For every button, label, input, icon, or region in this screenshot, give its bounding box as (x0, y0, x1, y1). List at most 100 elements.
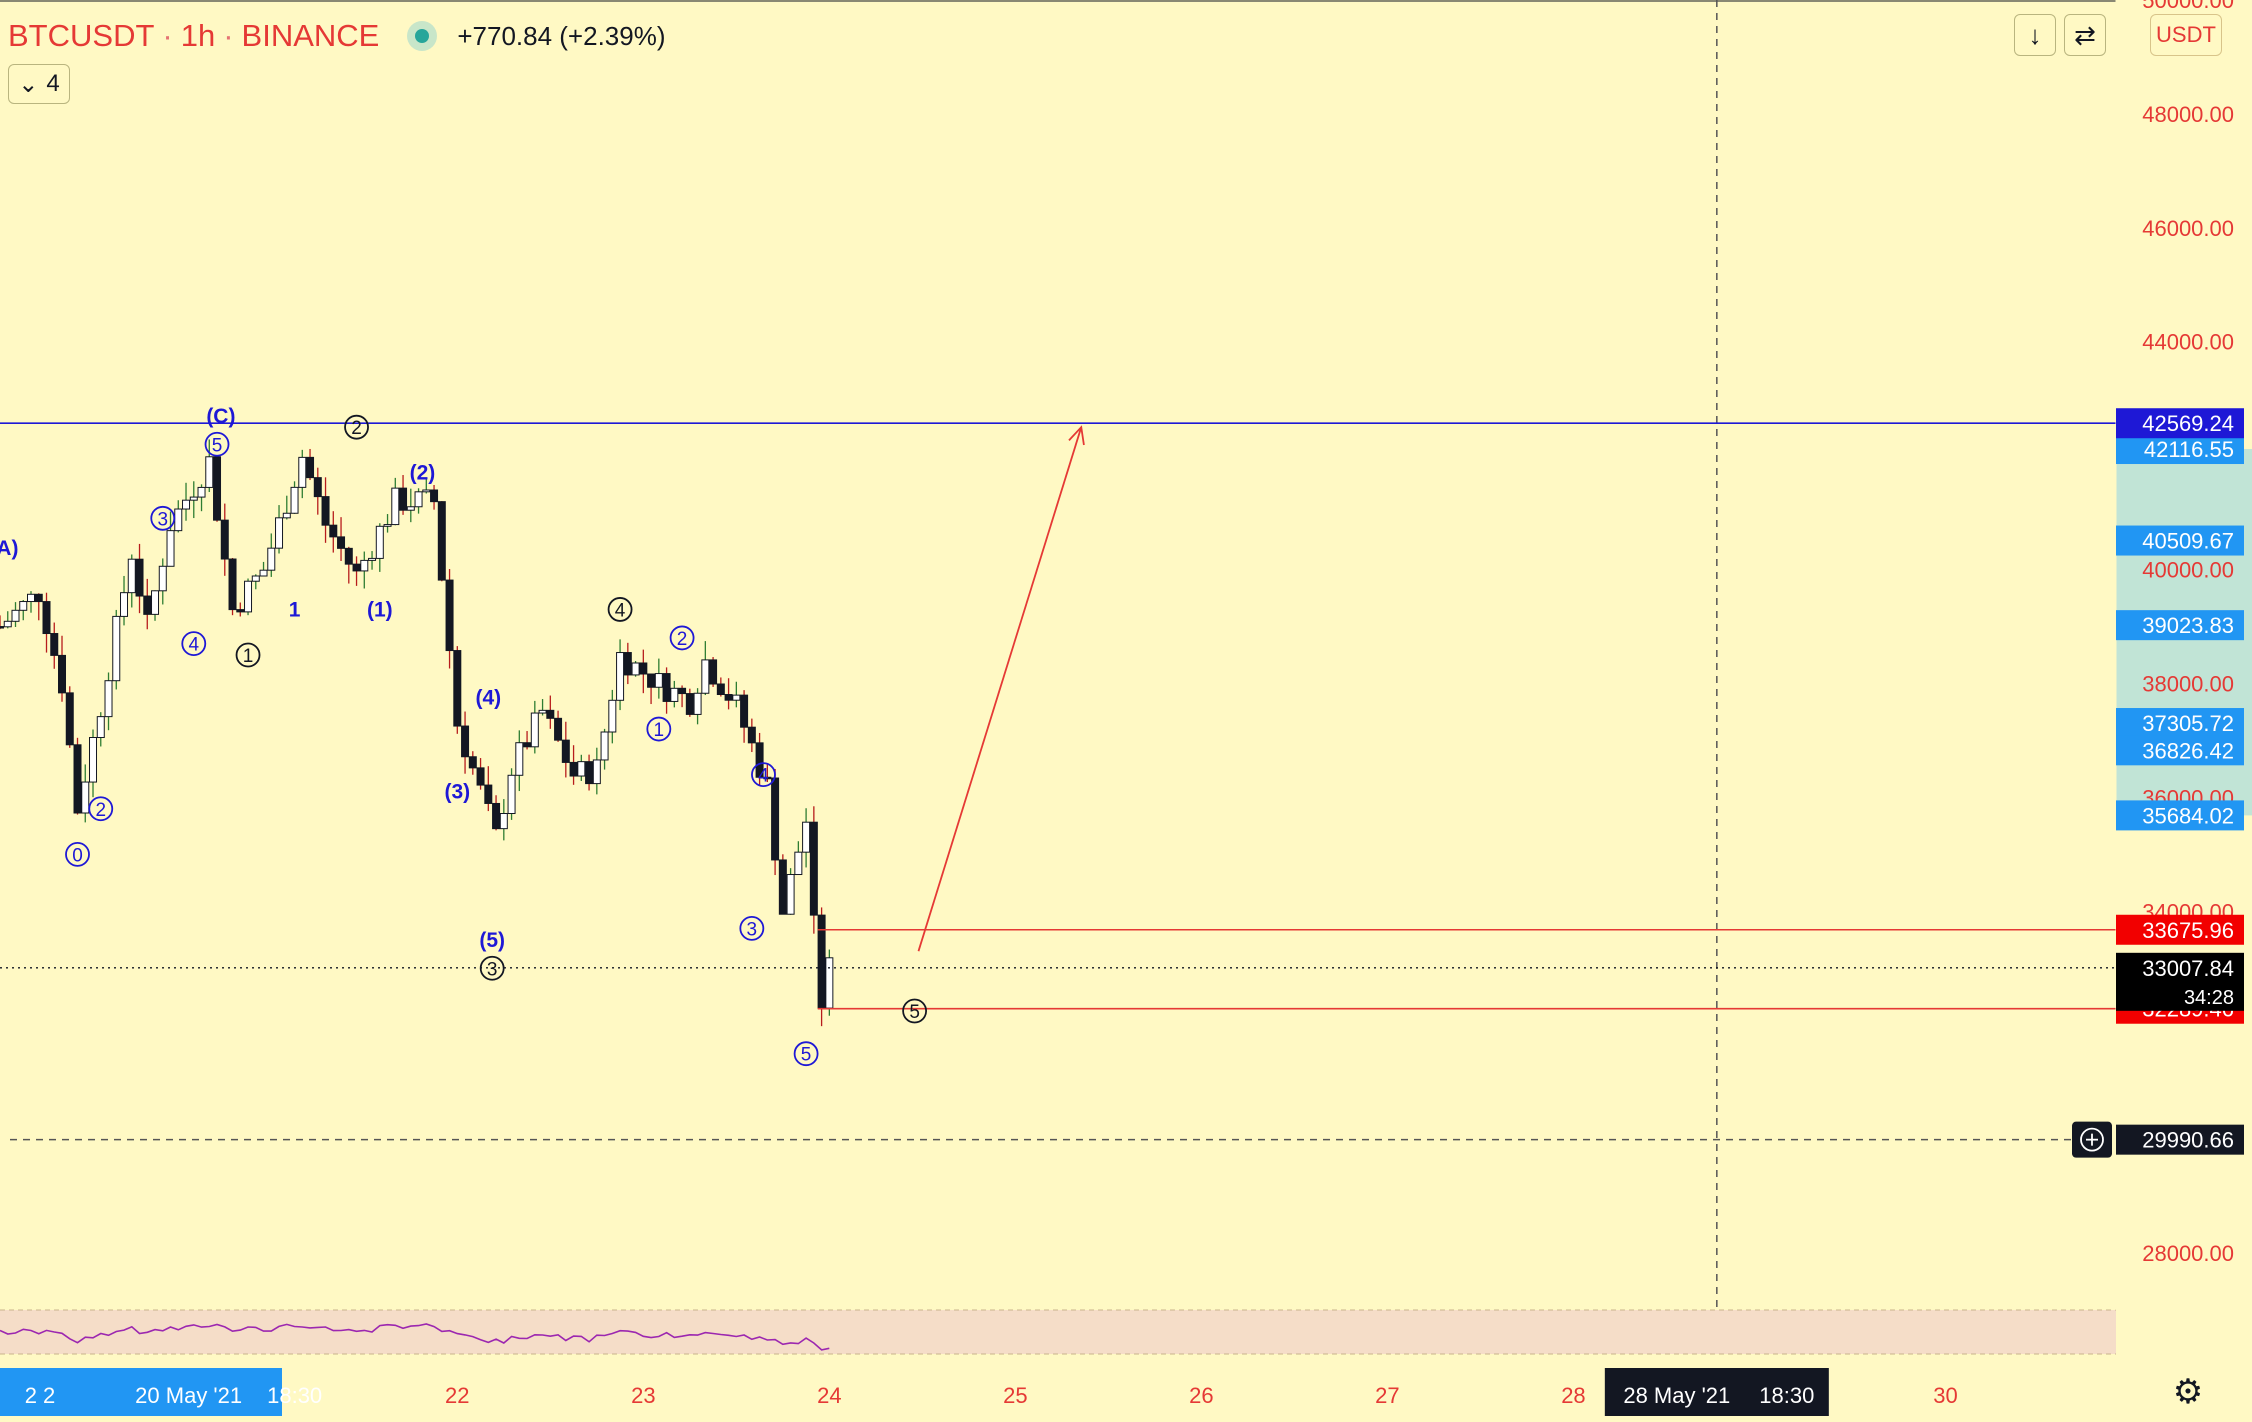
candle-body (794, 851, 803, 876)
candle-body (244, 580, 253, 613)
candle-body (430, 489, 439, 503)
candle-body (58, 654, 67, 694)
candle-body (755, 742, 764, 778)
wave-label: 1 (654, 720, 665, 741)
candle-body (399, 487, 408, 511)
candle-body (282, 512, 291, 519)
candle-body (27, 593, 36, 603)
candle-body (701, 659, 710, 694)
price-change: +770.84 (+2.39%) (457, 20, 666, 51)
candle-body (228, 558, 237, 611)
level-price-label (2116, 914, 2244, 945)
candle-body (538, 709, 547, 714)
candle-body (422, 489, 431, 493)
arrow-head (1068, 425, 1085, 446)
wave-label: 2 (677, 629, 688, 650)
candle-body (740, 694, 749, 728)
price-tick-label: 28000.00 (2142, 1241, 2234, 1266)
indicator-toggle-button[interactable]: ⌄ 4 (8, 64, 70, 104)
price-tick-label: 48000.00 (2142, 102, 2234, 127)
candle-body (329, 524, 338, 538)
x-tick-label: 20 May '21 (135, 1383, 242, 1408)
level-price-label-text: 42569.24 (2142, 411, 2234, 436)
wave-label-circle (235, 642, 261, 668)
crosshair-price-label-text: 29990.66 (2142, 1128, 2234, 1153)
x-tick-label: 26 (1189, 1383, 1213, 1408)
wave-label: (1) (367, 598, 393, 621)
candle-body (120, 592, 129, 617)
symbol-name[interactable]: BTCUSDT (8, 18, 155, 53)
x-tick-label: 23 (631, 1383, 655, 1408)
wave-label: (C) (206, 405, 235, 428)
candle-body (158, 565, 167, 592)
price-label-blue-text: 39023.83 (2142, 613, 2234, 638)
candle-body (468, 756, 477, 769)
interval-label[interactable]: 1h (180, 18, 216, 53)
candle-body (391, 487, 400, 526)
scroll-down-button[interactable]: ↓ (2014, 14, 2056, 56)
price-tick-label: 44000.00 (2142, 330, 2234, 355)
price-label-blue (2116, 525, 2244, 556)
candle-body (0, 626, 4, 629)
wave-label-circle (88, 796, 114, 822)
wave-label: 4 (758, 766, 769, 787)
wave-label: 0 (72, 845, 83, 866)
currency-unit[interactable]: USDT (2150, 14, 2222, 56)
candle-body (786, 874, 795, 915)
candle-body (406, 506, 415, 511)
level-price-label-text: 33675.96 (2142, 918, 2234, 943)
candle-body (670, 687, 679, 702)
candle-body (662, 673, 671, 702)
price-label-blue-text: 36826.42 (2142, 738, 2234, 763)
price-tick-label: 46000.00 (2142, 216, 2234, 241)
candle-body (523, 742, 532, 748)
candle-body (73, 744, 82, 814)
candle-body (724, 694, 733, 701)
candle-body (546, 709, 555, 719)
candle-body (42, 601, 51, 635)
candle-body (693, 692, 702, 715)
candle-body (11, 609, 20, 622)
candle-body (600, 731, 609, 761)
wave-label-circle (181, 631, 207, 657)
candle-body (143, 595, 152, 615)
candle-body (585, 761, 594, 785)
crosshair-date: 28 May '21 (1623, 1383, 1730, 1408)
symbol-header[interactable]: BTCUSDT · 1h · BINANCE +770.84 (+2.39%) (8, 14, 666, 58)
current-price-label-text: 33007.84 (2142, 956, 2234, 981)
candle-body (515, 742, 524, 776)
candle-body (437, 501, 446, 581)
candle-body (639, 662, 648, 675)
wave-label-circle (204, 431, 230, 457)
wave-label: (5) (479, 929, 505, 952)
candle-body (732, 694, 741, 701)
candle-body (34, 593, 43, 603)
candle-body (368, 557, 377, 561)
x-tick-label: 22 (445, 1383, 469, 1408)
candle-body (127, 558, 136, 594)
candle-body (174, 508, 183, 532)
candle-body (205, 456, 214, 488)
exchange-label: BINANCE (241, 18, 380, 53)
candle-body (236, 609, 245, 613)
swap-icon: ⇄ (2074, 19, 2096, 50)
crosshair-time-label (1604, 1368, 1829, 1416)
wave-label-circle (902, 998, 928, 1024)
wave-label-circle (669, 625, 695, 651)
candle-body (352, 563, 361, 572)
x-tick-label: 30 (1933, 1383, 1957, 1408)
gear-icon[interactable]: ⚙ (2172, 1373, 2204, 1411)
price-label-blue (2116, 735, 2244, 766)
candle-body (197, 486, 206, 498)
candle-body (709, 659, 718, 685)
projection-arrow (917, 426, 1083, 952)
plus-icon[interactable] (2080, 1127, 2104, 1152)
candle-body (344, 547, 353, 565)
candle-body (383, 524, 392, 527)
candle-body (290, 486, 299, 514)
candle-body (499, 813, 508, 830)
swap-button[interactable]: ⇄ (2064, 14, 2106, 56)
wave-label: 3 (747, 919, 758, 940)
wave-label: 5 (909, 1002, 920, 1023)
